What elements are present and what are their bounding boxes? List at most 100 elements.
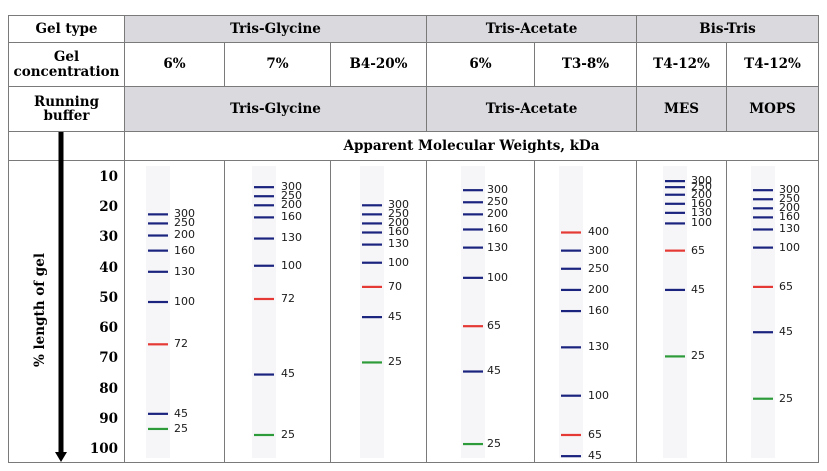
concentration-value: 7% xyxy=(266,56,289,73)
ladder-band xyxy=(561,288,581,292)
ladder-band xyxy=(463,213,483,216)
band-kda-label: 45 xyxy=(588,449,602,463)
band-kda-label: 160 xyxy=(174,243,195,257)
y-tick-label: 30 xyxy=(99,229,118,246)
band-kda-label: 65 xyxy=(691,243,705,257)
ladder-band xyxy=(148,412,168,415)
band-kda-label: 100 xyxy=(388,255,409,269)
band-kda-label: 250 xyxy=(174,216,195,230)
y-tick-label: 60 xyxy=(99,320,118,337)
blank-cell xyxy=(8,131,125,161)
apparent-mw-label: Apparent Molecular Weights, kDa xyxy=(343,137,600,154)
ladder-band xyxy=(665,249,685,252)
concentration-value: T4-12% xyxy=(744,56,801,73)
band-kda-label: 100 xyxy=(779,240,800,254)
ladder-band xyxy=(463,325,483,328)
ladder-band xyxy=(665,222,685,225)
band-kda-label: 25 xyxy=(388,355,402,369)
ladder-band xyxy=(362,285,382,288)
ladder-band xyxy=(362,231,382,234)
band-kda-label: 25 xyxy=(487,436,501,450)
band-kda-label: 65 xyxy=(487,319,501,333)
band-kda-label: 160 xyxy=(779,210,800,224)
band-kda-label: 130 xyxy=(588,340,609,354)
ladder-band xyxy=(254,237,274,240)
band-kda-label: 130 xyxy=(174,264,195,278)
band-kda-label: 25 xyxy=(281,427,295,441)
ladder-band xyxy=(561,455,581,458)
ladder-band xyxy=(148,249,168,252)
gel-concentration-header: Gel concentration xyxy=(8,42,125,87)
concentration-cell: B4-20% xyxy=(330,42,427,87)
ladder-band xyxy=(753,216,773,219)
ladder-band xyxy=(561,394,581,397)
band-kda-label: 300 xyxy=(487,183,508,197)
band-kda-label: 300 xyxy=(281,180,302,194)
ladder-band xyxy=(665,180,685,183)
band-kda-label: 45 xyxy=(174,406,188,420)
gel-concentration-label: Gel concentration xyxy=(13,49,120,80)
buffer-tris-glycine: Tris-Glycine xyxy=(124,86,427,132)
ladder-band xyxy=(254,297,274,301)
ladder-band xyxy=(463,276,483,279)
ladder-band xyxy=(148,234,168,237)
band-kda-label: 250 xyxy=(588,261,609,275)
ladder-band xyxy=(561,433,581,437)
ladder-band xyxy=(665,288,685,292)
band-kda-label: 300 xyxy=(779,183,800,197)
ladder-band xyxy=(665,211,685,214)
band-kda-label: 250 xyxy=(691,180,712,194)
ladder-band xyxy=(254,186,274,189)
running-buffer-header: Running buffer xyxy=(8,86,125,132)
ladder-band xyxy=(561,267,581,270)
lane-background xyxy=(461,166,485,458)
band-kda-label: 200 xyxy=(691,187,712,201)
ladder-band xyxy=(362,204,382,207)
band-kda-label: 72 xyxy=(174,337,188,351)
band-kda-label: 200 xyxy=(588,282,609,296)
ladder-band xyxy=(362,361,382,364)
ladder-band xyxy=(753,189,773,192)
band-kda-label: 100 xyxy=(691,216,712,230)
band-kda-label: 65 xyxy=(588,427,602,441)
band-kda-label: 130 xyxy=(281,231,302,245)
band-kda-label: 65 xyxy=(779,279,793,293)
band-kda-label: 100 xyxy=(588,388,609,402)
band-kda-label: 25 xyxy=(691,349,705,363)
band-kda-label: 160 xyxy=(281,210,302,224)
gel-type-tris-acetate: Tris-Acetate xyxy=(426,15,637,43)
band-kda-label: 160 xyxy=(588,303,609,317)
band-kda-label: 250 xyxy=(487,195,508,209)
y-tick-label: 100 xyxy=(89,441,118,457)
concentration-cell: T4-12% xyxy=(726,42,819,87)
ladder-band xyxy=(753,331,773,334)
ladder-band xyxy=(753,198,773,201)
lane-cell xyxy=(224,160,331,463)
band-kda-label: 45 xyxy=(779,325,793,339)
ladder-band xyxy=(665,355,685,358)
band-kda-label: 160 xyxy=(487,222,508,236)
ladder-band xyxy=(561,231,581,234)
buffer-label: Tris-Glycine xyxy=(230,100,321,117)
gel-type-label: Tris-Glycine xyxy=(230,20,321,37)
lane-background xyxy=(751,166,775,458)
concentration-cell: T3-8% xyxy=(534,42,637,87)
y-tick-label: 70 xyxy=(99,350,118,367)
band-kda-label: 70 xyxy=(388,279,402,293)
ladder-band xyxy=(254,204,274,207)
ladder-band xyxy=(148,270,168,273)
ladder-band xyxy=(254,195,274,198)
buffer-tris-acetate: Tris-Acetate xyxy=(426,86,637,132)
concentration-value: 6% xyxy=(469,56,492,73)
y-axis-arrow-head xyxy=(55,452,67,462)
band-kda-label: 300 xyxy=(388,198,409,212)
band-kda-label: 45 xyxy=(388,310,402,324)
band-kda-label: 300 xyxy=(691,174,712,188)
gel-type-label: Bis-Tris xyxy=(699,20,756,37)
concentration-value: T3-8% xyxy=(561,56,610,73)
y-tick-label: 80 xyxy=(99,380,118,397)
ladder-band xyxy=(753,246,773,249)
band-kda-label: 100 xyxy=(487,270,508,284)
